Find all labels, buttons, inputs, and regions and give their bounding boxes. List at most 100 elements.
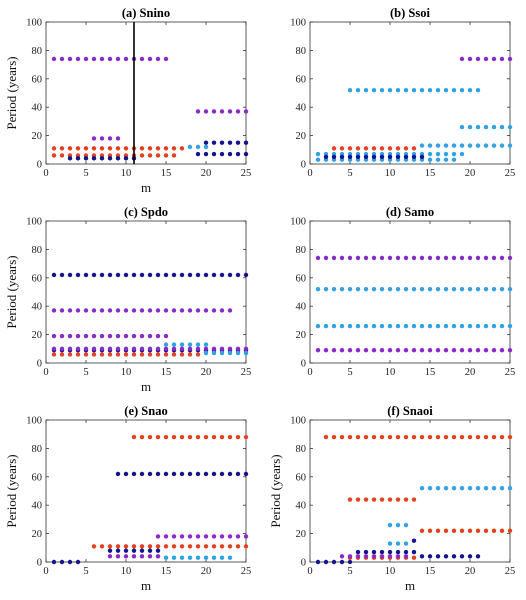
data-point xyxy=(195,151,201,157)
data-point xyxy=(355,154,361,160)
data-point xyxy=(107,56,113,62)
data-point xyxy=(419,87,425,93)
data-point xyxy=(211,140,217,145)
data-point xyxy=(451,151,457,157)
data-point xyxy=(379,549,385,555)
data-point xyxy=(203,308,209,313)
y-axis-label: Period (years) xyxy=(4,454,19,527)
data-point xyxy=(75,156,81,161)
data-point xyxy=(155,146,161,151)
data-point xyxy=(235,109,241,114)
data-point xyxy=(195,144,201,150)
data-point xyxy=(139,146,145,151)
data-point xyxy=(323,348,329,353)
data-point xyxy=(339,559,345,565)
data-point xyxy=(323,154,329,160)
data-point xyxy=(483,434,489,440)
data-point xyxy=(99,333,105,339)
data-point xyxy=(115,352,121,357)
data-point xyxy=(147,56,153,62)
data-point xyxy=(379,348,385,353)
data-point xyxy=(459,255,465,261)
series-red xyxy=(331,146,417,151)
x-axis-label: m xyxy=(141,379,151,394)
data-point xyxy=(243,140,249,145)
data-point xyxy=(227,308,233,313)
data-point xyxy=(163,146,169,151)
x-tick-label: 20 xyxy=(465,566,476,577)
data-point xyxy=(155,534,161,539)
data-point xyxy=(387,146,393,151)
data-point xyxy=(123,346,129,351)
data-point xyxy=(131,352,137,357)
data-point xyxy=(395,522,401,528)
data-point xyxy=(427,255,433,261)
data-point xyxy=(427,286,433,292)
data-point xyxy=(443,323,449,329)
data-point xyxy=(51,559,57,565)
data-point xyxy=(395,286,401,292)
data-point xyxy=(139,308,145,313)
data-point xyxy=(155,56,161,62)
data-point xyxy=(499,286,505,292)
y-tick-label: 80 xyxy=(296,444,307,455)
data-point xyxy=(419,255,425,261)
data-point xyxy=(147,333,153,339)
data-point xyxy=(475,434,481,440)
y-tick-label: 80 xyxy=(296,46,307,57)
data-point xyxy=(387,554,393,559)
data-point xyxy=(315,255,321,261)
data-point xyxy=(195,308,201,313)
data-point xyxy=(187,346,193,351)
data-point xyxy=(507,323,513,329)
data-point xyxy=(395,434,401,440)
data-point xyxy=(459,286,465,292)
data-point xyxy=(419,485,425,491)
data-point xyxy=(243,272,249,278)
data-point xyxy=(443,143,449,148)
data-point xyxy=(179,534,185,539)
data-point xyxy=(235,434,241,440)
x-tick-label: 20 xyxy=(201,566,212,577)
series-navy xyxy=(315,538,481,565)
data-point xyxy=(59,346,65,351)
data-point xyxy=(227,350,233,356)
data-point xyxy=(427,348,433,353)
data-point xyxy=(163,56,169,62)
data-point xyxy=(411,538,417,543)
data-point xyxy=(467,323,473,329)
data-point xyxy=(403,554,409,559)
data-point xyxy=(483,56,489,62)
data-point xyxy=(203,109,209,114)
data-point xyxy=(419,348,425,353)
data-point xyxy=(363,434,369,440)
y-tick-label: 60 xyxy=(32,273,43,284)
data-point xyxy=(75,333,81,339)
data-point xyxy=(115,333,121,339)
data-point xyxy=(467,348,473,353)
data-point xyxy=(83,352,89,357)
series-lightblue xyxy=(163,555,233,560)
data-point xyxy=(419,323,425,329)
data-point xyxy=(435,485,441,491)
x-tick-label: 10 xyxy=(121,566,132,577)
data-point xyxy=(155,548,161,553)
data-point xyxy=(419,154,425,160)
data-point xyxy=(315,559,321,565)
data-point xyxy=(315,151,321,157)
x-tick-label: 5 xyxy=(83,168,88,179)
data-point xyxy=(419,434,425,440)
data-point xyxy=(115,346,121,351)
data-point xyxy=(163,352,169,357)
data-point xyxy=(347,554,353,559)
data-point xyxy=(491,286,497,292)
panel-5: (e) Snao 0 5 10 15 20 25 0 20 40 60 80 100 m Period (y… xyxy=(4,404,251,593)
data-point xyxy=(411,154,417,160)
y-tick-label: 0 xyxy=(37,359,42,370)
data-point xyxy=(371,554,377,559)
data-point xyxy=(411,146,417,151)
data-point xyxy=(83,272,89,278)
data-point xyxy=(147,346,153,351)
data-point xyxy=(211,151,217,157)
data-point xyxy=(427,554,433,559)
